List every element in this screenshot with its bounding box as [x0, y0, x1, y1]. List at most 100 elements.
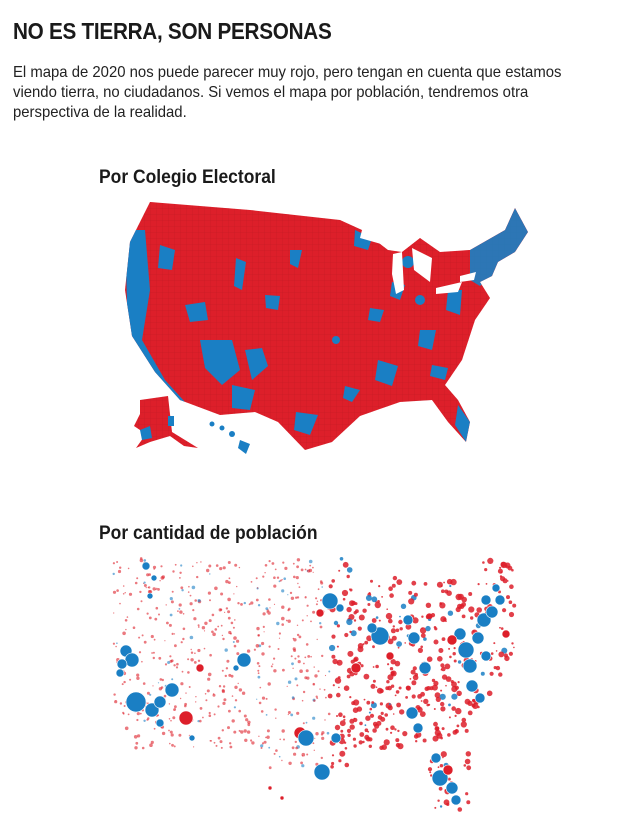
county-dot [327, 693, 333, 699]
county-dot [464, 758, 471, 765]
county-dot [465, 792, 469, 796]
county-dot [146, 691, 150, 695]
county-dot [287, 609, 290, 612]
county-dot [423, 698, 429, 705]
county-dot [368, 711, 371, 714]
county-dot [347, 650, 354, 657]
county-dot [493, 642, 496, 645]
county-dot [304, 656, 307, 659]
county-dot [440, 663, 445, 668]
county-dot [354, 602, 358, 606]
county-dot [171, 632, 174, 635]
county-dot [150, 740, 154, 744]
county-dot [486, 690, 493, 697]
county-dot [238, 566, 241, 569]
county-dot [167, 661, 171, 664]
county-dot [316, 697, 319, 699]
county-dot [190, 651, 194, 654]
democrat-metro-bubble [155, 718, 165, 728]
county-dot [113, 693, 116, 696]
county-dot [342, 597, 346, 601]
county-dot [163, 694, 167, 698]
county-dot [151, 652, 154, 654]
county-dot [257, 669, 260, 672]
county-dot [127, 713, 130, 716]
democrat-metro-bubble [471, 631, 485, 645]
republican-metro-bubble [442, 764, 454, 776]
county-dot [500, 561, 507, 569]
county-dot [170, 600, 174, 604]
county-dot [365, 595, 372, 601]
county-dot [434, 729, 441, 736]
county-dot [266, 729, 270, 733]
map-title-electoral: Por Colegio Electoral [99, 167, 276, 188]
county-dot [221, 729, 224, 732]
county-dot [238, 709, 241, 713]
county-dot [292, 647, 296, 651]
county-dot [211, 630, 214, 634]
county-dot [408, 598, 415, 605]
county-dot [217, 736, 221, 740]
county-dot [178, 608, 181, 610]
democrat-metro-bubble [153, 695, 167, 709]
county-dot [395, 742, 401, 748]
county-dot [433, 639, 439, 645]
county-dot [445, 684, 447, 687]
county-dot [446, 590, 452, 596]
county-dot [291, 662, 294, 666]
county-dot [139, 590, 142, 594]
county-dot [114, 700, 118, 704]
county-dot [372, 728, 377, 733]
county-dot [304, 568, 307, 571]
county-dot [184, 702, 188, 706]
county-dot [461, 614, 466, 619]
county-dot [420, 645, 424, 649]
county-dot [143, 640, 147, 644]
republican-metro-bubble [267, 785, 273, 791]
county-dot [371, 701, 375, 704]
county-dot [445, 676, 452, 682]
county-dot [234, 563, 238, 567]
county-dot [451, 706, 457, 711]
county-dot [218, 685, 222, 688]
county-dot [257, 672, 260, 675]
county-dot [161, 575, 165, 579]
county-dot [295, 596, 298, 599]
county-dot [158, 613, 160, 616]
county-dot [240, 730, 244, 734]
county-dot [346, 606, 352, 613]
county-dot [136, 718, 139, 722]
county-dot [227, 726, 230, 730]
county-dot [511, 568, 514, 572]
county-dot [314, 737, 316, 739]
county-dot [115, 645, 117, 648]
county-dot [255, 598, 259, 602]
county-dot [171, 590, 174, 593]
county-dot [369, 707, 373, 711]
county-dot [139, 558, 144, 563]
county-dot [271, 562, 275, 565]
county-dot [448, 647, 451, 650]
county-dot [233, 636, 237, 640]
county-dot [449, 655, 452, 659]
county-dot [477, 705, 480, 709]
county-dot [457, 807, 463, 812]
county-dot [289, 591, 293, 595]
county-dot [189, 635, 194, 640]
county-dot [138, 651, 142, 654]
county-dot [263, 631, 265, 633]
county-dot [338, 569, 341, 572]
county-dot [188, 686, 191, 688]
county-dot [295, 746, 298, 750]
county-dot [297, 660, 301, 664]
county-dot [440, 701, 445, 707]
county-dot [321, 586, 324, 588]
map-title-population: Por cantidad de población [99, 523, 318, 544]
county-dot [223, 698, 227, 702]
county-dot [267, 611, 271, 615]
county-dot [446, 802, 450, 806]
county-dot [260, 747, 263, 749]
county-dot [196, 562, 198, 564]
county-dot [400, 603, 407, 609]
county-dot [305, 721, 308, 724]
